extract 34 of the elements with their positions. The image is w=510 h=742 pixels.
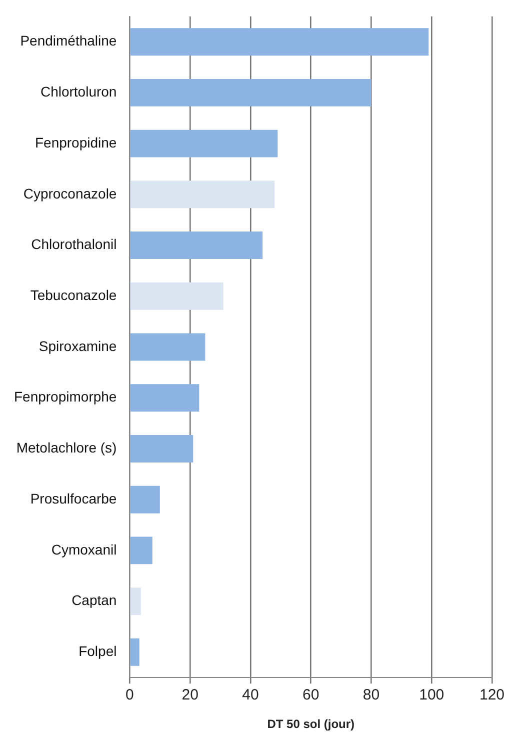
y-tick-label: Metolachlore (s)	[16, 440, 117, 456]
y-tick-label: Cyproconazole	[23, 185, 117, 202]
x-axis-title: DT 50 sol (jour)	[267, 717, 355, 732]
bar	[130, 384, 200, 412]
bar	[130, 130, 278, 158]
x-tick-label: 80	[362, 686, 380, 704]
bar	[130, 282, 224, 310]
x-tick-label: 120	[479, 686, 505, 704]
bar	[130, 486, 160, 514]
bar	[130, 333, 206, 361]
y-tick-label: Fenpropidine	[34, 134, 117, 150]
bar	[130, 588, 141, 616]
y-tick-label: Spiroxamine	[38, 338, 117, 354]
bar	[130, 232, 263, 260]
bar	[130, 28, 429, 56]
x-tick-label: 0	[126, 686, 134, 704]
bar	[130, 180, 275, 208]
bar	[130, 434, 194, 462]
y-tick-label: Prosulfocarbe	[30, 490, 117, 506]
x-tick-label: 60	[302, 686, 320, 704]
bar	[130, 78, 372, 106]
y-tick-label: Fenpropimorphe	[14, 388, 117, 405]
y-tick-label: Cymoxanil	[51, 541, 117, 558]
y-tick-label: Folpel	[78, 643, 117, 660]
y-tick-label: Captan	[72, 592, 117, 608]
x-tick-label: 100	[419, 686, 444, 704]
x-tick-label: 20	[182, 686, 198, 704]
y-tick-label: Chlortoluron	[40, 84, 117, 100]
bar	[130, 638, 140, 666]
x-tick-label: 40	[242, 686, 259, 704]
y-tick-label: Tebuconazole	[30, 287, 117, 303]
y-tick-label: Pendiméthaline	[20, 32, 117, 49]
bar	[130, 536, 152, 564]
y-tick-label: Chlorothalonil	[31, 236, 117, 252]
